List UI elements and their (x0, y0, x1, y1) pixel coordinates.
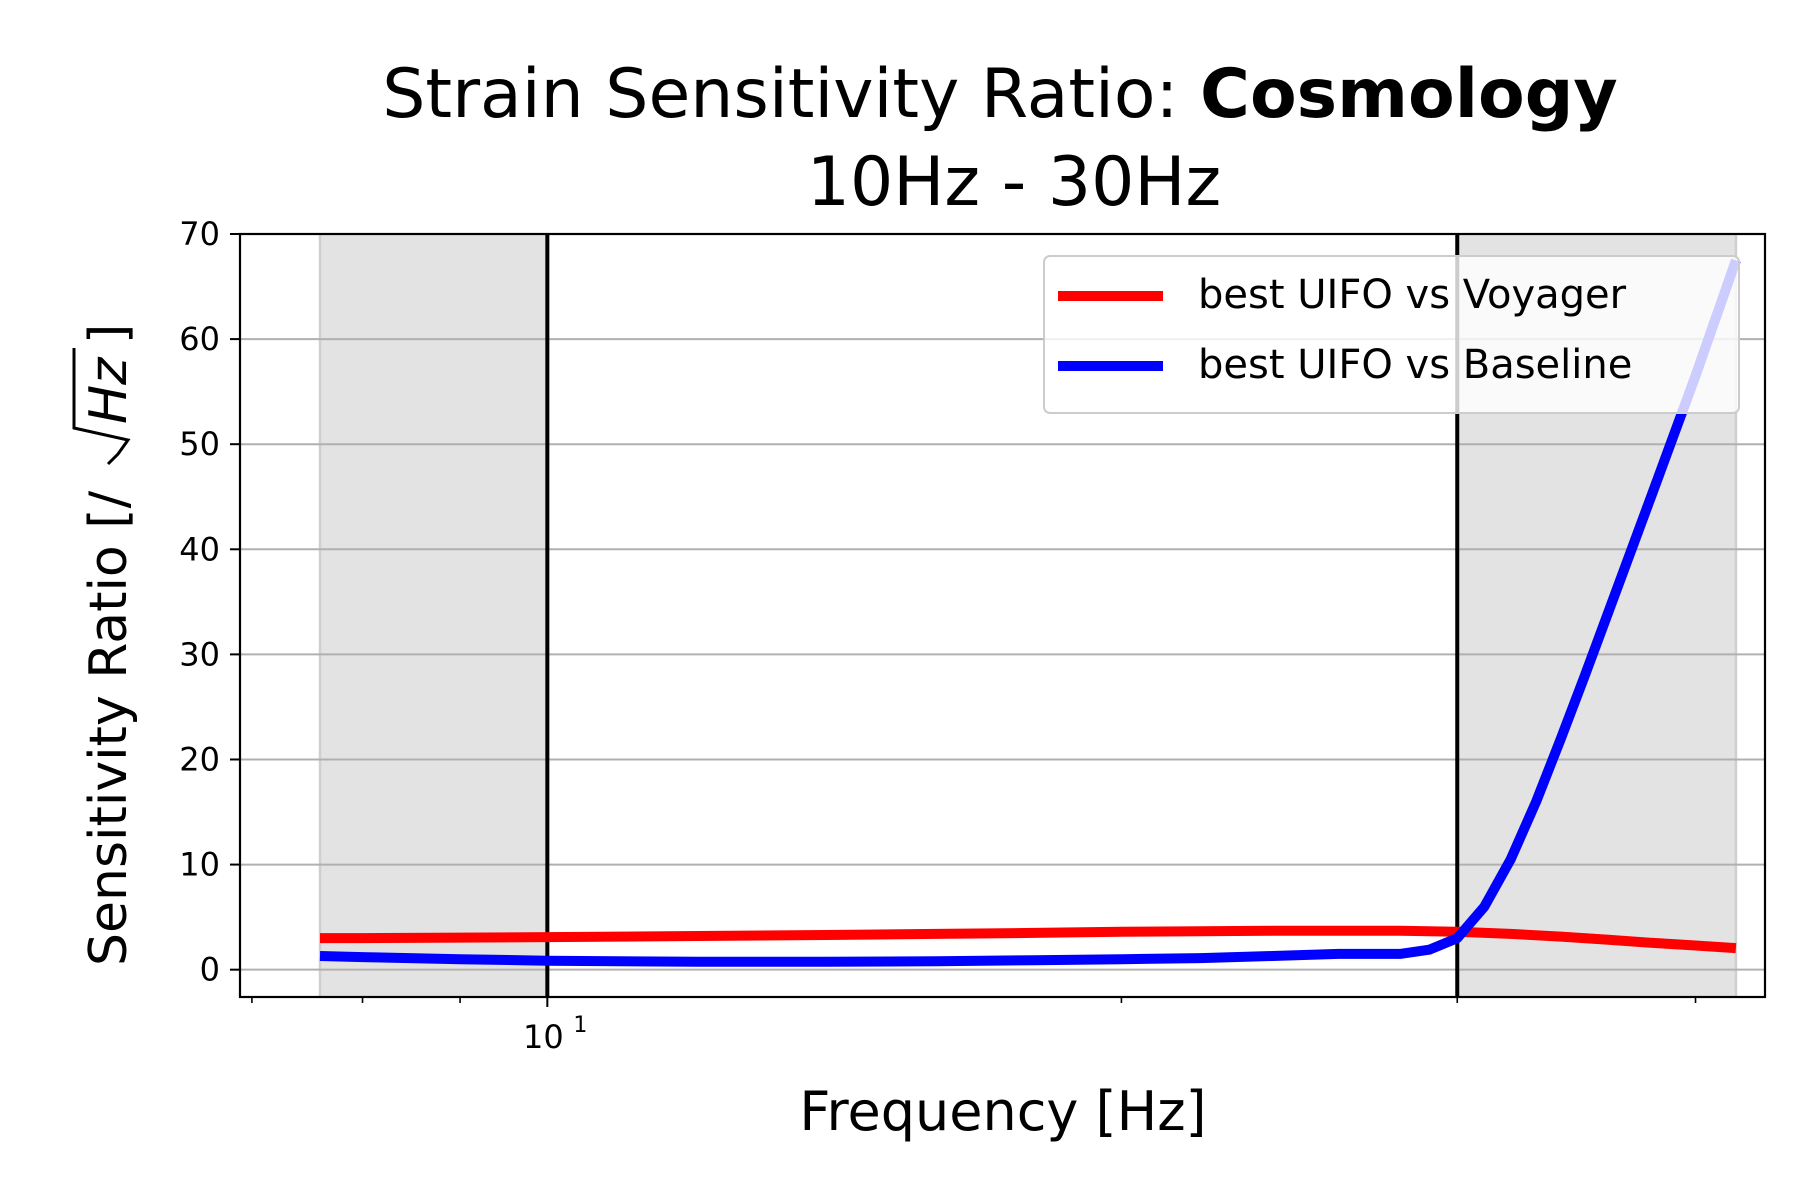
svg-text:Sensitivity Ratio [/: Sensitivity Ratio [/ (79, 490, 139, 966)
legend: best UIFO vs Voyager best UIFO vs Baselin… (1043, 255, 1740, 414)
chart-subtitle: 10Hz - 30Hz (807, 143, 1221, 222)
y-axis-label-suffix: ] (79, 324, 139, 344)
x-tick-label-exponent: 1 (573, 1013, 587, 1038)
axes-frame (238, 232, 1767, 999)
y-tick-label-40: 40 (179, 530, 220, 568)
shaded-region-0 (320, 234, 548, 997)
legend-label-1: best UIFO vs Baseline (1198, 342, 1632, 388)
y-axis-label-prefix: Sensitivity Ratio [/ (79, 490, 139, 966)
chart-title-bold: Cosmology (1200, 55, 1618, 134)
legend-label-0: best UIFO vs Voyager (1198, 272, 1627, 318)
x-tick-label-10: 10 (523, 1018, 564, 1056)
y-tick-label-0: 0 (200, 951, 220, 989)
chart-title: Strain Sensitivity Ratio: Cosmology (382, 55, 1618, 134)
y-tick-label-60: 60 (179, 320, 220, 358)
legend-box (1043, 255, 1740, 414)
series-line-1 (319, 258, 1741, 967)
y-tick-label-30: 30 (179, 635, 220, 673)
y-tick-label-20: 20 (179, 740, 220, 778)
svg-text:]: ] (79, 324, 139, 344)
svg-text:Hz: Hz (79, 356, 139, 424)
y-tick-label-50: 50 (179, 425, 220, 463)
y-axis-label: Sensitivity Ratio [/ Hz ] (72, 324, 139, 966)
y-axis-label-sqrt-arg: Hz (79, 356, 139, 424)
y-tick-label-70: 70 (179, 215, 220, 253)
sqrt-sign-icon (72, 348, 131, 466)
series-line-0 (320, 925, 1737, 954)
x-axis-label: Frequency [Hz] (799, 1080, 1206, 1143)
y-tick-label-10: 10 (179, 846, 220, 884)
chart-title-text: Strain Sensitivity Ratio: (382, 55, 1200, 134)
